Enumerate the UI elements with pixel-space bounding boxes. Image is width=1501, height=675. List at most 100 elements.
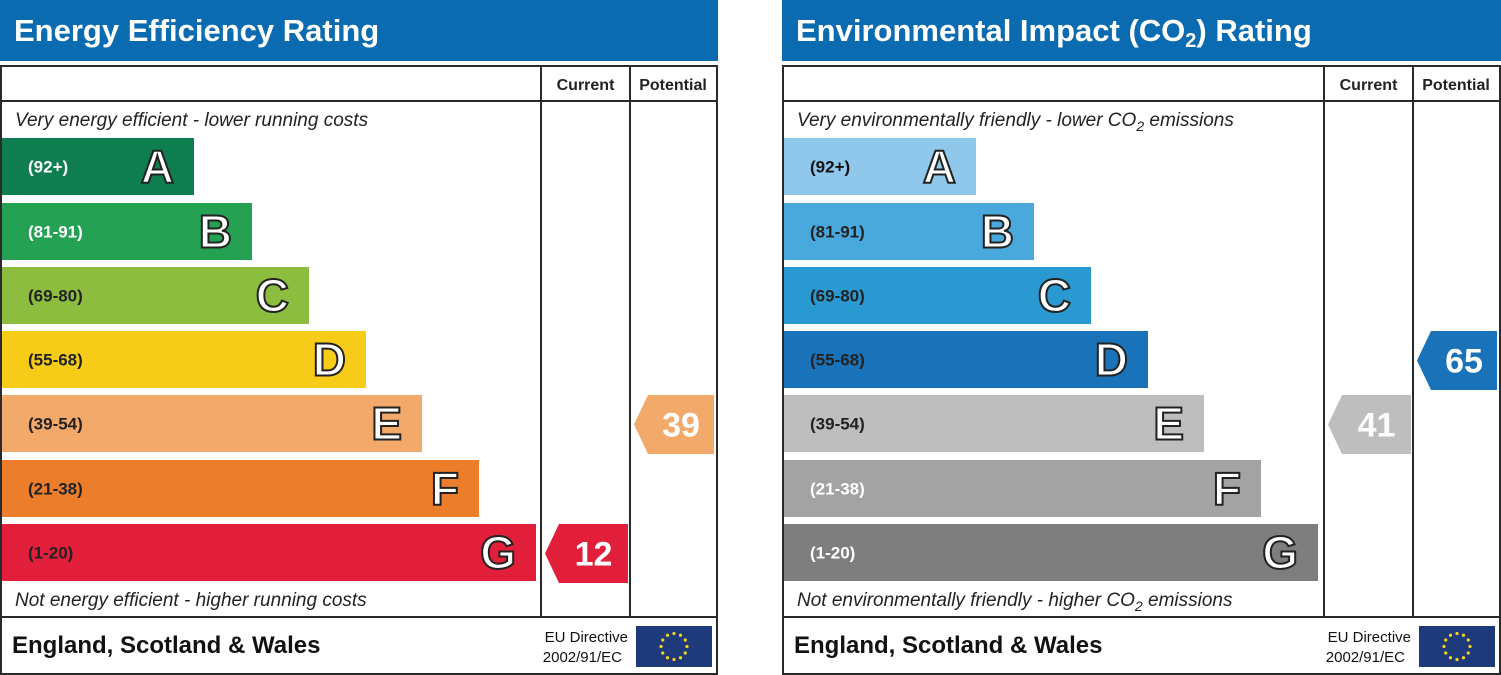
current-column-header: Current — [1340, 77, 1398, 94]
band-letter-e: E — [371, 398, 402, 450]
band-range-d: (55-68) — [810, 351, 865, 370]
band-range-c: (69-80) — [28, 287, 83, 306]
band-letter-a: A — [923, 141, 956, 193]
band-range-c: (69-80) — [810, 287, 865, 306]
band-letter-e: E — [1153, 398, 1184, 450]
band-bar-c — [784, 267, 1091, 324]
bottom-note: Not environmentally friendly - higher CO… — [797, 590, 1233, 614]
eu-flag-star — [1442, 644, 1446, 649]
current-rating-value: 12 — [575, 536, 613, 574]
band-letter-d: D — [1095, 334, 1128, 386]
band-range-b: (81-91) — [810, 223, 865, 242]
potential-rating-arrow — [634, 395, 714, 454]
eu-flag-star — [672, 631, 676, 636]
eu-flag-star — [1444, 651, 1448, 655]
eu-flag-star — [659, 644, 663, 649]
band-range-g: (1-20) — [810, 544, 855, 563]
potential-rating-arrow — [1417, 331, 1497, 390]
band-bar-b — [2, 203, 252, 260]
band-bar-f — [2, 460, 479, 517]
current-rating-arrow — [545, 524, 628, 583]
band-bar-c — [2, 267, 309, 324]
co2-title-subscript: 2 — [1185, 30, 1197, 52]
band-range-b: (81-91) — [28, 223, 83, 242]
top-note-suffix: emissions — [1144, 110, 1234, 131]
band-bar-e — [2, 395, 422, 452]
top-note: Very environmentally friendly - lower CO… — [797, 110, 1234, 134]
eu-flag-star — [1466, 651, 1470, 655]
eu-flag-star — [1466, 638, 1470, 642]
bottom-note-prefix: Not environmentally friendly - higher CO — [797, 590, 1135, 611]
eu-flag-star — [665, 656, 670, 660]
eu-flag-star — [1455, 631, 1459, 636]
band-bar-a — [2, 138, 194, 195]
band-letter-c: C — [1038, 270, 1071, 322]
bottom-note-suffix: emissions — [1143, 590, 1233, 611]
footer-region: England, Scotland & Wales — [794, 632, 1102, 659]
bottom-note-subscript: 2 — [1134, 598, 1143, 614]
current-rating-value: 41 — [1358, 407, 1396, 445]
potential-rating-value: 65 — [1445, 343, 1483, 381]
band-range-e: (39-54) — [28, 415, 83, 434]
energy-panel-title: Energy Efficiency Rating — [0, 0, 718, 61]
co2-title-prefix: Environmental Impact (CO — [796, 13, 1186, 48]
footer-directive-line2: 2002/91/EC — [1326, 649, 1405, 666]
environmental-impact-panel: Environmental Impact (CO2) Rating Curren… — [782, 0, 1501, 675]
co2-rating-chart: Current Potential Very environmentally fri… — [782, 65, 1501, 667]
top-note-subscript: 2 — [1135, 118, 1144, 134]
band-range-a: (92+) — [810, 158, 850, 177]
eu-flag-star — [1455, 657, 1459, 662]
eu-flag-star — [1444, 638, 1448, 642]
band-range-g: (1-20) — [28, 544, 73, 563]
band-bar-g — [784, 524, 1318, 581]
top-note-prefix: Very environmentally friendly - lower CO — [797, 110, 1137, 131]
band-letter-a: A — [141, 141, 174, 193]
footer-directive-line1: EU Directive — [545, 629, 628, 646]
eu-flag-star — [1448, 633, 1453, 637]
footer-directive-line1: EU Directive — [1328, 629, 1411, 646]
current-rating-arrow — [1328, 395, 1411, 454]
eu-flag-star — [661, 638, 665, 642]
band-letter-c: C — [256, 270, 289, 322]
bottom-note: Not energy efficient - higher running co… — [15, 590, 367, 611]
potential-column-header: Potential — [639, 77, 707, 94]
top-note: Very energy efficient - lower running co… — [15, 110, 369, 131]
eu-flag-star — [1448, 656, 1453, 660]
band-letter-g: G — [480, 527, 516, 579]
band-range-e: (39-54) — [810, 415, 865, 434]
co2-title-suffix: ) Rating — [1196, 13, 1312, 48]
potential-rating-value: 39 — [662, 407, 700, 445]
eu-flag-star — [661, 651, 665, 655]
band-letter-f: F — [431, 463, 459, 515]
band-range-f: (21-38) — [810, 480, 865, 499]
band-bar-a — [784, 138, 976, 195]
eu-flag-star — [685, 644, 689, 649]
eu-flag-star — [678, 633, 683, 637]
band-letter-d: D — [313, 334, 346, 386]
band-bar-d — [784, 331, 1148, 388]
band-bar-b — [784, 203, 1034, 260]
band-letter-f: F — [1213, 463, 1241, 515]
band-bar-e — [784, 395, 1204, 452]
energy-rating-chart: Current Potential Very energy efficient - … — [0, 65, 718, 667]
energy-efficiency-panel: Energy Efficiency Rating Current Potentia… — [0, 0, 718, 675]
band-range-a: (92+) — [28, 158, 68, 177]
band-letter-g: G — [1262, 527, 1298, 579]
band-letter-b: B — [199, 206, 232, 258]
current-column-header: Current — [557, 77, 615, 94]
eu-flag-star — [683, 638, 687, 642]
band-range-d: (55-68) — [28, 351, 83, 370]
eu-flag-star — [683, 651, 687, 655]
eu-flag-star — [665, 633, 670, 637]
band-bar-d — [2, 331, 366, 388]
band-bar-g — [2, 524, 536, 581]
footer-directive-line2: 2002/91/EC — [543, 649, 622, 666]
eu-flag-star — [1468, 644, 1472, 649]
eu-flag-star — [678, 656, 683, 660]
band-bar-f — [784, 460, 1261, 517]
band-range-f: (21-38) — [28, 480, 83, 499]
eu-flag-star — [672, 657, 676, 662]
potential-column-header: Potential — [1422, 77, 1490, 94]
eu-flag-star — [1461, 656, 1466, 660]
eu-flag-star — [1461, 633, 1466, 637]
